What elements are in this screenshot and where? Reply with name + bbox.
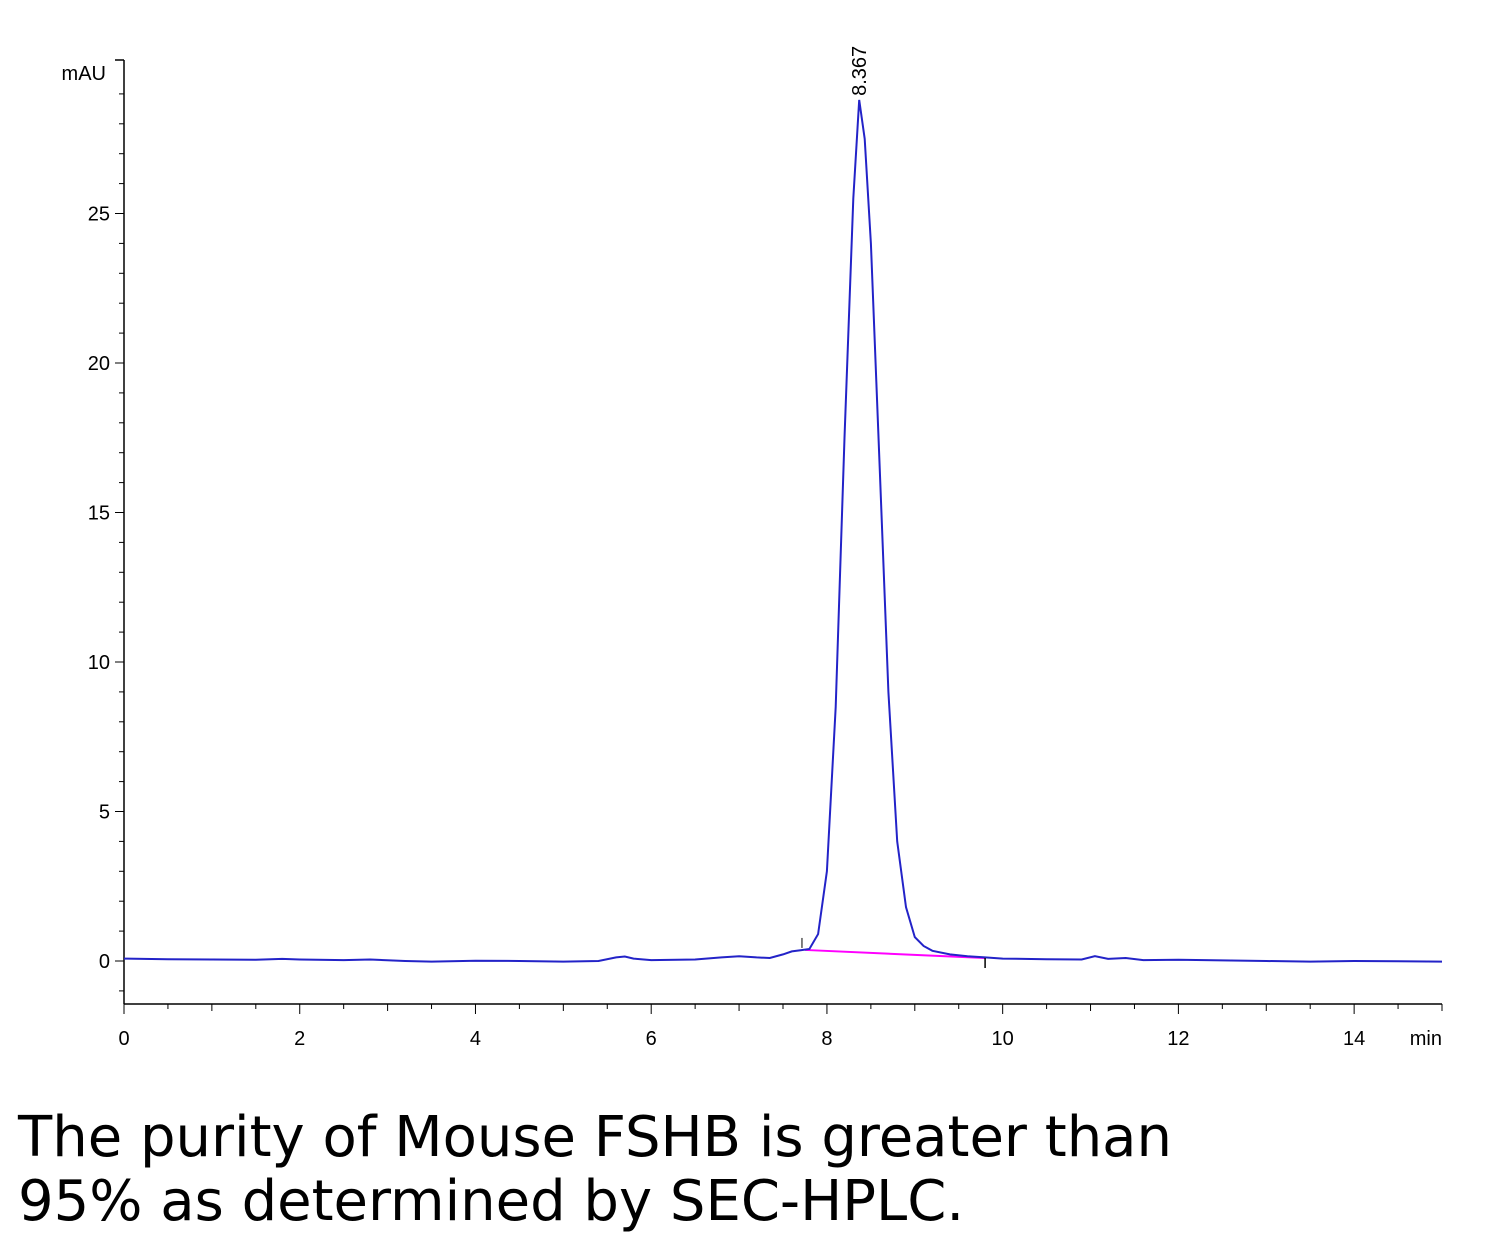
x-tick-label: 14	[1343, 1028, 1365, 1050]
chromatogram-trace	[123, 99, 1443, 963]
chromatogram-chart: 0 5 10 15 20 25 0 2 4 6 8 10 12 14 mAU min 8.367	[62, 46, 1443, 1050]
x-tick-label: 0	[118, 1028, 129, 1050]
integration-baseline	[804, 948, 986, 960]
y-tick-label: 15	[88, 503, 110, 525]
peak-retention-time-label: 8.367	[849, 46, 871, 96]
caption-line-1: The purity of Mouse FSHB is greater than	[18, 1105, 1172, 1170]
y-axis: 0 5 10 15 20 25	[88, 59, 125, 1004]
x-axis: 0 2 4 6 8 10 12 14	[118, 1003, 1443, 1050]
y-tick-label: 25	[88, 204, 110, 226]
x-tick-label: 12	[1167, 1028, 1189, 1050]
x-tick-label: 4	[470, 1028, 481, 1050]
caption: The purity of Mouse FSHB is greater than…	[18, 1106, 1478, 1234]
y-tick-label: 5	[99, 802, 110, 824]
x-tick-label: 6	[646, 1028, 657, 1050]
y-tick-label: 0	[99, 951, 110, 973]
x-tick-label: 8	[821, 1028, 832, 1050]
y-tick-label: 20	[88, 353, 110, 375]
x-axis-unit-label: min	[1410, 1028, 1442, 1050]
y-axis-unit-label: mAU	[62, 63, 106, 85]
caption-line-2: 95% as determined by SEC-HPLC.	[18, 1169, 965, 1234]
x-tick-label: 2	[294, 1028, 305, 1050]
x-tick-label: 10	[992, 1028, 1014, 1050]
integration-markers	[801, 937, 986, 969]
y-tick-label: 10	[88, 652, 110, 674]
